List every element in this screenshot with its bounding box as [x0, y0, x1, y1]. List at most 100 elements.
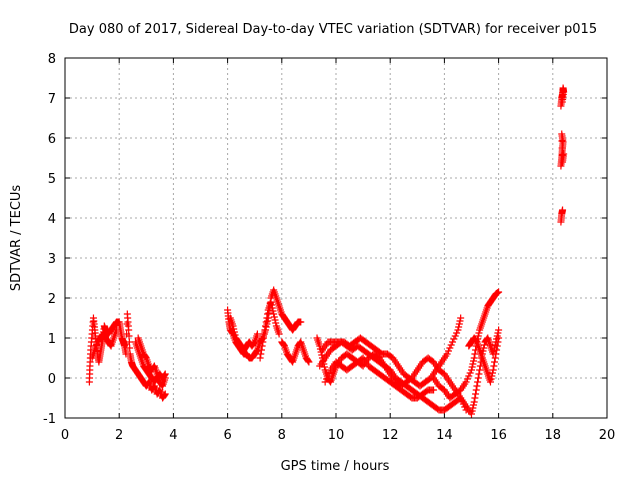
data-point [264, 317, 272, 325]
data-point [325, 369, 333, 377]
data-point [446, 344, 454, 352]
data-point [476, 366, 484, 374]
data-point [558, 137, 566, 145]
data-point [126, 344, 134, 352]
x-tick-label: 2 [115, 428, 123, 443]
data-point [259, 338, 267, 346]
data-point [470, 398, 478, 406]
data-point [491, 354, 499, 362]
data-point [270, 313, 278, 321]
data-point [161, 374, 169, 382]
data-point [297, 318, 305, 326]
data-point [260, 334, 268, 342]
data-point [470, 401, 478, 409]
y-tick-label: 1 [48, 332, 56, 347]
data-point [470, 354, 478, 362]
data-point [462, 378, 470, 386]
data-point [475, 329, 483, 337]
y-axis-label: SDTVAR / TECUs [9, 185, 24, 292]
data-point [125, 332, 133, 340]
data-point [489, 369, 497, 377]
data-point [450, 335, 458, 343]
data-point [267, 298, 275, 306]
data-point [230, 325, 238, 333]
data-point [229, 322, 237, 330]
y-tick-label: 0 [48, 372, 56, 387]
data-point [495, 326, 503, 334]
data-point [468, 363, 476, 371]
x-tick-label: 8 [278, 428, 286, 443]
data-point [269, 307, 277, 315]
data-point [271, 316, 279, 324]
data-point [480, 341, 488, 349]
data-point [125, 338, 133, 346]
data-point [444, 347, 452, 355]
data-point [462, 406, 470, 414]
data-point [463, 375, 471, 383]
data-point [558, 144, 566, 152]
x-tick-label: 12 [382, 428, 399, 443]
data-point [449, 338, 457, 346]
data-point [474, 374, 482, 382]
y-tick-label: 8 [48, 52, 56, 67]
data-point [272, 319, 280, 327]
data-point [280, 341, 288, 349]
x-tick-label: 14 [436, 428, 453, 443]
data-point [488, 372, 496, 380]
data-point [472, 386, 480, 394]
y-tick-label: -1 [43, 412, 56, 427]
chart-title: Day 080 of 2017, Sidereal Day-to-day VTE… [69, 22, 597, 37]
data-point [559, 206, 567, 214]
data-point [493, 346, 501, 354]
data-point [230, 328, 238, 336]
data-point [495, 334, 503, 342]
data-point [466, 369, 474, 377]
y-tick-label: 7 [48, 92, 56, 107]
data-point [465, 372, 473, 380]
data-point [161, 391, 169, 399]
data-point [468, 366, 475, 374]
data-point [560, 150, 568, 158]
data-point [472, 390, 480, 398]
y-tick-label: 3 [48, 252, 56, 267]
data-point [472, 337, 480, 345]
data-point [321, 378, 329, 386]
data-point [262, 318, 270, 326]
data-point [253, 330, 261, 338]
x-tick-label: 6 [223, 428, 231, 443]
x-tick-label: 4 [169, 428, 177, 443]
x-tick-label: 0 [61, 428, 69, 443]
x-tick-labels: 0 2 4 6 8 10 12 14 16 18 20 [61, 428, 615, 443]
data-point [495, 288, 503, 296]
x-tick-label: 18 [545, 428, 562, 443]
data-point [125, 326, 133, 334]
data-point [461, 403, 469, 411]
data-point [257, 346, 265, 354]
x-tick-label: 20 [599, 428, 616, 443]
data-point [558, 130, 566, 138]
y-tick-label: 4 [48, 212, 56, 227]
data-point [473, 382, 481, 390]
data-point [494, 329, 502, 337]
data-point [489, 366, 497, 374]
data-point [261, 326, 269, 334]
data-point [253, 347, 261, 355]
data-point [453, 329, 461, 337]
x-axis-label: GPS time / hours [281, 459, 390, 474]
data-point [494, 338, 502, 346]
data-point [447, 341, 455, 349]
y-tick-label: 6 [48, 132, 56, 147]
data-point [268, 301, 276, 309]
data-point [469, 404, 477, 412]
data-point [268, 304, 276, 312]
data-point [451, 332, 459, 340]
data-point [474, 378, 482, 386]
data-point [558, 98, 566, 106]
data-point [258, 342, 266, 350]
data-point [454, 326, 462, 334]
data-point [458, 397, 466, 405]
data-point [468, 407, 476, 415]
x-tick-label: 10 [328, 428, 345, 443]
data-point [318, 351, 326, 359]
data-point [470, 357, 478, 365]
